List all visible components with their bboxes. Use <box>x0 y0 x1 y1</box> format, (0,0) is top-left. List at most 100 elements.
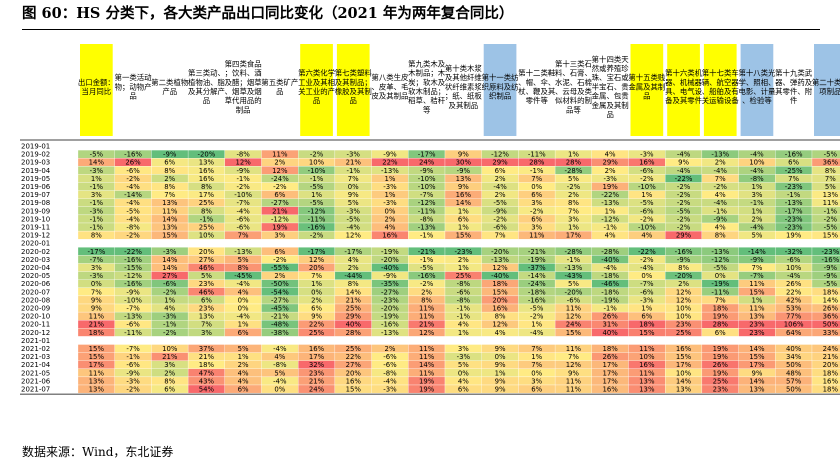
cell-value-label: 5% <box>568 175 579 183</box>
cell-value-label: -4% <box>236 313 250 321</box>
cell-value-label: 1% <box>458 207 469 215</box>
cell-value-label: -13% <box>601 199 619 207</box>
cell-value-label: 15% <box>492 288 508 296</box>
cell-value-label: 24% <box>823 345 839 353</box>
cell-value-label: -23% <box>785 183 803 191</box>
cell-value-label: -1% <box>603 305 617 313</box>
cell-value-label: -13% <box>491 256 509 264</box>
column-header-label: 第三类动、植物油、脂及其分解产品 <box>188 69 226 106</box>
cell-value-label: -3% <box>640 296 654 304</box>
row-date-label: 2019-10 <box>21 215 50 223</box>
cell-value-label: -8% <box>750 175 764 183</box>
cell-value-label: -13% <box>565 264 583 272</box>
cell-value-label: 27% <box>162 272 178 280</box>
cell-value-label: 20% <box>492 296 508 304</box>
cell-value-label: -1% <box>90 199 104 207</box>
cell-value-label: -10% <box>124 296 142 304</box>
cell-value-label: 11% <box>419 305 435 313</box>
cell-value-label: -16% <box>124 151 142 159</box>
cell-value-label: 25% <box>199 224 215 232</box>
cell-value-label: 8% <box>164 377 175 385</box>
cell-value-label: -2% <box>640 256 654 264</box>
cell-value-label: 8% <box>238 264 249 272</box>
cell-value-label: 17% <box>602 377 618 385</box>
cell-value-label: -40% <box>601 256 619 264</box>
column-header-label: 第七类塑料及其制品；橡胶及其制品 <box>335 69 373 106</box>
cell-value-label: 4% <box>715 224 726 232</box>
cell-value-label: -6% <box>163 280 177 288</box>
cell-value-label: 21% <box>823 353 839 361</box>
cell-value-label: 7% <box>568 207 579 215</box>
cell-value-label: -50% <box>271 280 289 288</box>
cell-value-label: 25% <box>199 199 215 207</box>
cell-value-label: 25% <box>346 305 362 313</box>
cell-value-label: 10% <box>676 305 692 313</box>
cell-value-label: 23% <box>676 321 692 329</box>
cell-value-label: 9% <box>495 386 506 394</box>
cell-value-label: 15% <box>89 353 105 361</box>
cell-value-label: 8% <box>715 232 726 240</box>
cell-value-label: 8% <box>201 207 212 215</box>
cell-value-label: -4% <box>677 167 691 175</box>
cell-value-label: 0% <box>458 369 469 377</box>
cell-value-label: 5% <box>458 361 469 369</box>
cell-value-label: -17% <box>785 207 803 215</box>
cell-value-label: 4% <box>458 377 469 385</box>
row-date-label: 2019-05 <box>21 175 50 183</box>
cell-value-label: 57% <box>786 377 802 385</box>
cell-value-label: -4% <box>640 264 654 272</box>
cell-value-label: -17% <box>418 151 436 159</box>
cell-value-label: 10% <box>676 313 692 321</box>
cell-value-label: -1% <box>420 256 434 264</box>
cell-value-label: 21% <box>346 159 362 167</box>
cell-value-label: -11% <box>308 215 326 223</box>
cell-value-label: -54% <box>271 288 289 296</box>
cell-value-label: 1% <box>531 321 542 329</box>
cell-value-label: 14% <box>676 377 692 385</box>
cell-value-label: 11% <box>529 232 545 240</box>
cell-value-label: -19% <box>528 256 546 264</box>
cell-value-label: 7% <box>201 321 212 329</box>
cell-value-label: 1% <box>458 224 469 232</box>
cell-value-label: -1% <box>567 256 581 264</box>
cell-value-label: -24% <box>528 280 546 288</box>
cell-value-label: 1% <box>641 305 652 313</box>
cell-value-label: 26% <box>602 353 618 361</box>
cell-value-label: -6% <box>787 256 801 264</box>
cell-value-label: 53% <box>786 305 802 313</box>
cell-value-label: 1% <box>238 353 249 361</box>
cell-value-label: 8% <box>201 183 212 191</box>
cell-value-label: 1% <box>641 191 652 199</box>
cell-value-label: -15% <box>124 264 142 272</box>
cell-value-label: -5% <box>420 264 434 272</box>
cell-value-label: -6% <box>236 215 250 223</box>
cell-value-label: -4% <box>126 183 140 191</box>
cell-value-label: -16% <box>528 296 546 304</box>
cell-value-label: 0% <box>531 183 542 191</box>
cell-value-label: -9% <box>126 369 140 377</box>
row-date-label: 2019-07 <box>21 191 50 199</box>
cell-value-label: 23% <box>309 369 325 377</box>
cell-value-label: -3% <box>383 183 397 191</box>
column-header-highlight <box>703 44 737 136</box>
cell-value-label: 2% <box>678 280 689 288</box>
cell-value-label: -27% <box>271 199 289 207</box>
cell-value-label: 6% <box>238 386 249 394</box>
cell-value-label: -1% <box>750 199 764 207</box>
cell-value-label: -1% <box>457 313 471 321</box>
cell-value-label: 11% <box>823 199 839 207</box>
cell-value-label: 15% <box>823 232 839 240</box>
row-date-label: 2021-06 <box>21 377 51 385</box>
cell-value-label: -38% <box>271 329 289 337</box>
row-date-label: 2019-11 <box>21 224 50 232</box>
cell-value-label: -4% <box>750 224 764 232</box>
cell-value-label: 12% <box>272 167 288 175</box>
cell-value-label: 15% <box>676 353 692 361</box>
column-header-label: 第十八类光学、照相、电影、计量、检验等 <box>738 69 776 106</box>
cell-value-label: -12% <box>491 151 509 159</box>
cell-value-label: -13% <box>124 313 142 321</box>
cell-value-label: 17% <box>602 369 618 377</box>
column-header-label: 第十六类机器、机械器具、电气设备及其零件 <box>665 69 703 106</box>
cell-value-label: 9% <box>568 369 579 377</box>
cell-value-label: -2% <box>714 183 728 191</box>
